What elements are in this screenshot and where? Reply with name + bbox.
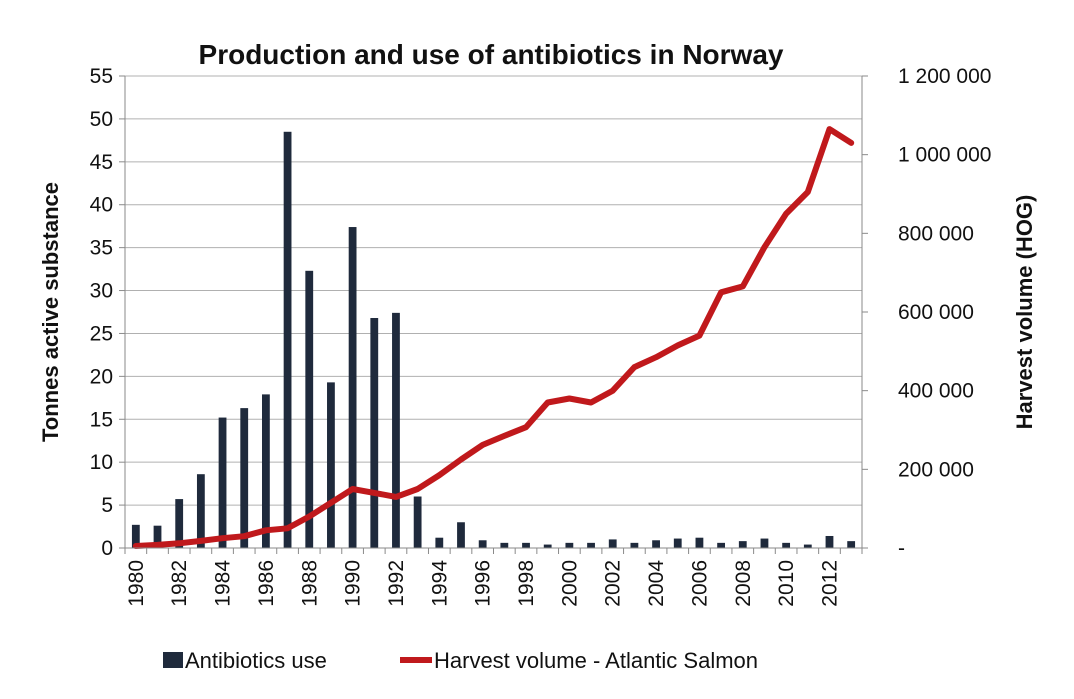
bar-2002 [608,539,617,548]
left-tick-label: 45 [90,151,113,174]
left-tick-label: 10 [90,451,113,474]
legend-swatch-antibiotics [163,652,183,668]
bar-1986 [261,394,270,548]
x-tick-label: 1984 [212,560,235,607]
legend-label-antibiotics: Antibiotics use [185,648,327,673]
bar-1992 [392,312,400,548]
bar-1981 [153,525,162,548]
x-tick-label: 2008 [732,560,755,607]
x-tick-label: 1998 [515,560,538,607]
x-tick-label: 2000 [558,560,581,607]
x-tick-label: 1988 [298,560,321,607]
left-tick-label: 35 [90,237,113,260]
left-axis-title: Tonnes active substance [38,182,63,442]
bar-1997 [500,542,509,548]
x-tick-label: 1982 [168,560,191,607]
x-tick-label: 2010 [775,560,798,607]
x-tick-label: 1986 [255,560,278,607]
bar-1985 [240,408,249,548]
bar-1991 [370,318,379,548]
bar-2001 [587,542,595,548]
bar-2007 [717,542,726,548]
x-axis-ticks: 1980 1982 1984 1986 1988 1990 1992 1994 1996 1998… [124,548,863,607]
chart-title: Production and use of antibiotics in Nor… [199,39,784,70]
bar-2010 [782,542,791,548]
bar-2004 [652,540,660,548]
bar-1998 [522,542,530,548]
bar-2009 [760,538,769,548]
bar-1994 [435,537,444,548]
x-tick-label: 2004 [645,560,668,607]
right-tick-label: 1 200 000 [898,65,991,88]
right-tick-label: 600 000 [898,301,974,324]
left-tick-label: 5 [101,494,113,517]
x-tick-label: 1992 [385,560,408,607]
right-tick-label: 1 000 000 [898,144,991,167]
bar-2006 [695,537,704,548]
bar-2005 [673,538,682,548]
bar-2013 [847,541,856,548]
bar-1987 [283,131,292,549]
bar-1982 [175,499,184,548]
bar-1983 [196,474,205,548]
bar-series-antibiotics [131,131,856,549]
bar-1988 [305,270,314,548]
right-tick-label: 800 000 [898,222,974,245]
bar-1996 [478,540,487,548]
x-tick-label: 2002 [602,560,625,607]
bar-1989 [327,382,335,548]
left-tick-label: 25 [90,322,113,345]
x-tick-label: 2006 [688,560,711,607]
gridlines [125,75,862,549]
right-tick-label: 400 000 [898,380,974,403]
bar-1984 [218,417,227,548]
bar-2011 [803,544,812,548]
x-tick-label: 1990 [342,560,365,607]
left-tick-label: 30 [90,280,113,303]
left-tick-label: 50 [90,108,113,131]
bar-1999 [543,544,552,548]
legend-label-harvest: Harvest volume - Atlantic Salmon [434,648,758,673]
right-tick-label: - [898,537,905,560]
right-y-ticks: - 200 000 400 000 600 000 800 000 1 000 000 1 … [862,65,991,560]
left-y-ticks: 0 5 10 15 20 25 30 35 40 45 50 55 [90,65,125,560]
bar-1995 [457,522,465,548]
axes [124,76,863,549]
x-tick-label: 2012 [819,560,842,607]
x-tick-label: 1994 [428,560,451,607]
bar-2003 [630,542,639,548]
left-tick-label: 15 [90,408,113,431]
left-tick-label: 55 [90,65,113,88]
x-tick-label: 1996 [472,560,495,607]
x-tick-label: 1980 [125,560,148,607]
right-tick-label: 200 000 [898,458,974,481]
right-axis-title: Harvest volume (HOG) [1012,195,1037,430]
bar-1990 [348,227,357,549]
bar-2008 [738,541,747,548]
bar-1993 [413,496,422,548]
harvest-line [132,126,855,549]
bar-2000 [565,542,574,548]
left-tick-label: 20 [90,365,113,388]
legend: Antibiotics use Harvest volume - Atlanti… [163,648,758,673]
bar-2012 [825,535,834,548]
bar-1980 [131,524,140,548]
line-series-harvest [132,126,855,549]
left-tick-label: 40 [90,194,113,217]
left-tick-label: 0 [101,537,113,560]
